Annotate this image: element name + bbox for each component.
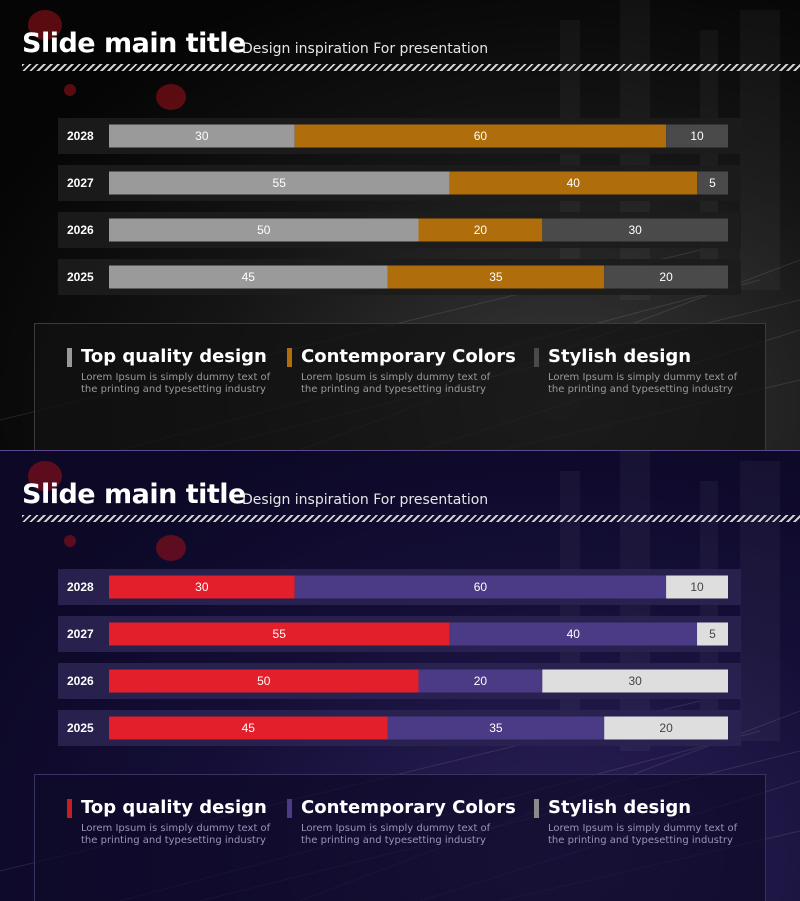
legend-title: Stylish design — [548, 797, 692, 818]
data-label: 20 — [659, 721, 673, 735]
legend-title: Contemporary Colors — [301, 797, 516, 818]
category-label: 2028 — [67, 129, 94, 143]
slide-title: Slide main title — [22, 28, 246, 59]
slide-subtitle: Design inspiration For presentation — [242, 492, 489, 508]
legend-title: Top quality design — [81, 346, 267, 367]
data-label: 60 — [474, 129, 488, 143]
bar-segment — [109, 171, 450, 195]
slide-purple: Slide main title Design inspiration For … — [0, 450, 800, 901]
bar-segment — [294, 124, 667, 148]
legend-color-marker — [534, 799, 539, 818]
data-label: 30 — [195, 580, 209, 594]
category-label: 2028 — [67, 580, 94, 594]
bar-segment — [109, 622, 450, 646]
data-label: 55 — [273, 176, 287, 190]
bar-segment — [294, 575, 667, 599]
data-label: 45 — [242, 270, 256, 284]
bar-segment — [109, 716, 388, 740]
slide-dark: Slide main title Design inspiration For … — [0, 0, 800, 450]
data-label: 50 — [257, 223, 271, 237]
legend-title: Stylish design — [548, 346, 692, 367]
data-label: 30 — [195, 129, 209, 143]
stacked-bar-chart: 2028 30 60 10 2027 55 40 5 2026 50 20 30 2025 45 35 20 — [58, 569, 741, 746]
legend-description: Lorem Ipsum is simply dummy text of the … — [301, 823, 491, 846]
bar-segment — [449, 622, 698, 646]
data-label: 30 — [628, 674, 642, 688]
bar-segment — [542, 218, 728, 242]
slide-title: Slide main title — [22, 479, 246, 510]
bar-segment — [666, 124, 728, 148]
category-label: 2026 — [67, 223, 94, 237]
title-divider — [22, 515, 800, 522]
bar-segment — [387, 265, 605, 289]
bar-segment — [109, 265, 388, 289]
title-divider — [22, 64, 800, 71]
legend-color-marker — [67, 348, 72, 367]
slide-subtitle: Design inspiration For presentation — [242, 41, 489, 57]
data-label: 20 — [659, 270, 673, 284]
category-label: 2025 — [67, 270, 94, 284]
data-label: 45 — [242, 721, 256, 735]
data-label: 5 — [709, 176, 716, 190]
paint-splatter — [156, 535, 186, 561]
data-label: 55 — [273, 627, 287, 641]
legend-description: Lorem Ipsum is simply dummy text of the … — [548, 372, 738, 395]
legend-description: Lorem Ipsum is simply dummy text of the … — [548, 823, 738, 846]
bar-segment — [604, 716, 728, 740]
bar-segment — [109, 669, 419, 693]
data-label: 10 — [690, 580, 704, 594]
legend-title: Contemporary Colors — [301, 346, 516, 367]
data-label: 40 — [567, 627, 581, 641]
bar-segment — [109, 124, 295, 148]
legend-color-marker — [287, 799, 292, 818]
category-label: 2026 — [67, 674, 94, 688]
paint-splatter — [28, 461, 62, 491]
bar-segment — [697, 171, 728, 195]
legend-panel: Top quality design Lorem Ipsum is simply… — [34, 323, 766, 450]
bar-segment — [418, 669, 543, 693]
legend-color-marker — [534, 348, 539, 367]
bar-segment — [418, 218, 543, 242]
bar-segment — [109, 575, 295, 599]
bar-segment — [449, 171, 698, 195]
bar-segment — [666, 575, 728, 599]
legend-description: Lorem Ipsum is simply dummy text of the … — [301, 372, 491, 395]
data-label: 35 — [489, 270, 503, 284]
legend-color-marker — [287, 348, 292, 367]
bar-segment — [697, 622, 728, 646]
legend-description: Lorem Ipsum is simply dummy text of the … — [81, 372, 271, 395]
bar-segment — [387, 716, 605, 740]
data-label: 60 — [474, 580, 488, 594]
bar-segment — [109, 218, 419, 242]
legend-title: Top quality design — [81, 797, 267, 818]
paint-splatter — [156, 84, 186, 110]
bar-segment — [542, 669, 728, 693]
data-label: 30 — [628, 223, 642, 237]
data-label: 20 — [474, 223, 488, 237]
paint-splatter — [28, 10, 62, 40]
legend-description: Lorem Ipsum is simply dummy text of the … — [81, 823, 271, 846]
data-label: 5 — [709, 627, 716, 641]
category-label: 2027 — [67, 176, 94, 190]
category-label: 2025 — [67, 721, 94, 735]
data-label: 20 — [474, 674, 488, 688]
category-label: 2027 — [67, 627, 94, 641]
data-label: 50 — [257, 674, 271, 688]
data-label: 40 — [567, 176, 581, 190]
paint-splatter — [64, 84, 76, 96]
data-label: 10 — [690, 129, 704, 143]
bar-segment — [604, 265, 728, 289]
legend-color-marker — [67, 799, 72, 818]
paint-splatter — [64, 535, 76, 547]
stacked-bar-chart: 2028 30 60 10 2027 55 40 5 2026 50 20 30 2025 45 35 20 — [58, 118, 741, 295]
data-label: 35 — [489, 721, 503, 735]
legend-panel: Top quality design Lorem Ipsum is simply… — [34, 774, 766, 901]
